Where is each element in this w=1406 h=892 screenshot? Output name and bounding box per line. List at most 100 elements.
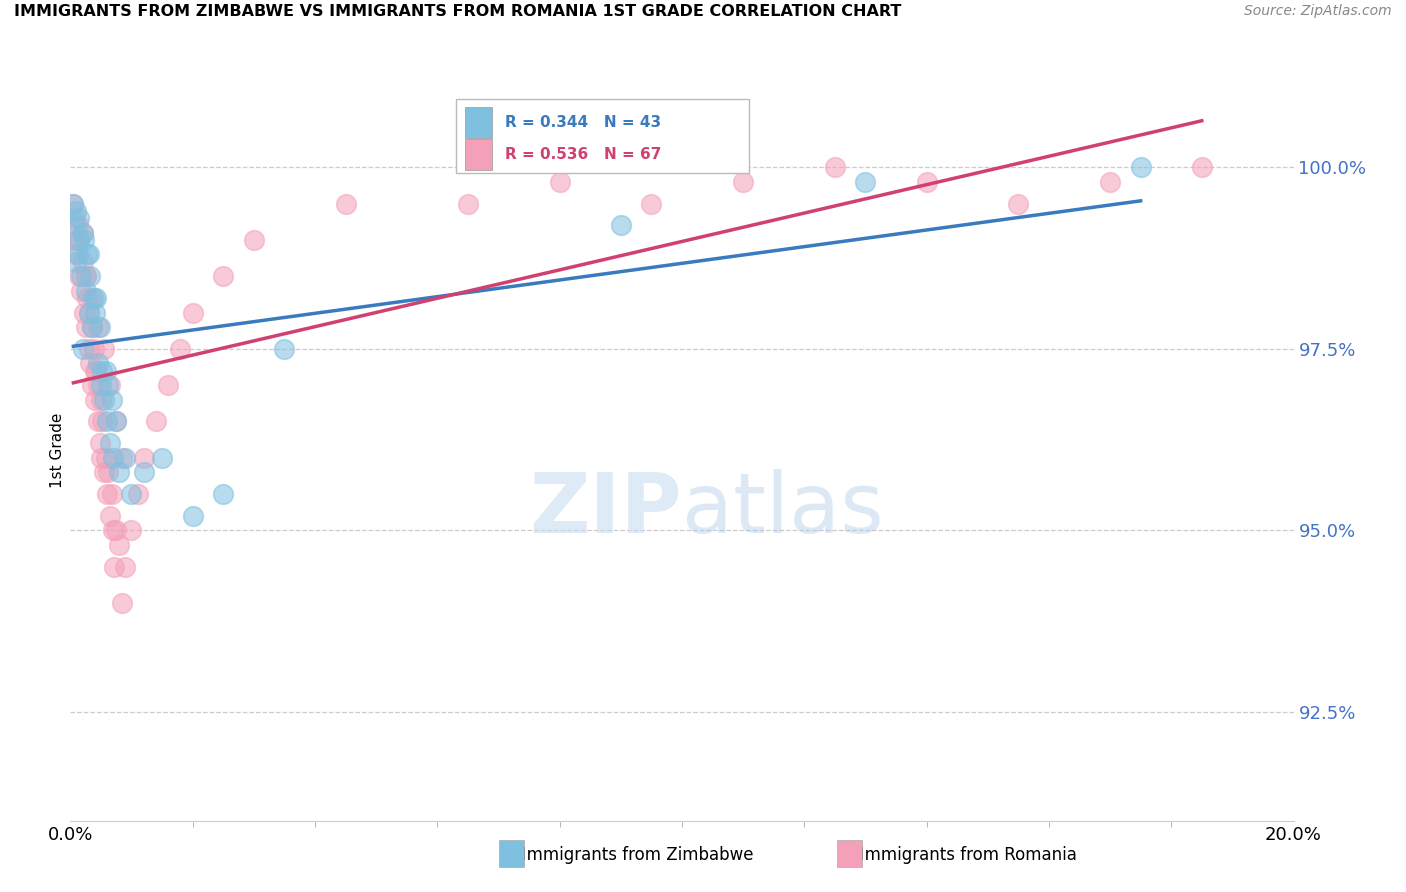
Point: [105, 414, 128, 428]
Point: [121, 524, 143, 538]
Point: [72, 226, 94, 240]
Point: [91, 414, 114, 428]
FancyBboxPatch shape: [456, 99, 749, 173]
Point: [93, 392, 115, 407]
Point: [93, 342, 115, 356]
Point: [87, 356, 110, 370]
Point: [103, 559, 125, 574]
Point: [70, 269, 93, 284]
Point: [243, 233, 266, 247]
Point: [548, 175, 571, 189]
Point: [93, 465, 115, 479]
Point: [69, 233, 91, 247]
Point: [101, 524, 124, 538]
Point: [75, 269, 97, 284]
Point: [132, 450, 155, 465]
Point: [84, 363, 107, 377]
Point: [83, 305, 105, 319]
Point: [1129, 161, 1152, 175]
Point: [63, 211, 86, 226]
Point: [96, 487, 118, 501]
Point: [73, 233, 96, 247]
Point: [114, 559, 136, 574]
Point: [87, 414, 110, 428]
Text: R = 0.344   N = 43: R = 0.344 N = 43: [505, 115, 661, 130]
Point: [212, 487, 235, 501]
Point: [69, 269, 91, 284]
Point: [610, 219, 633, 233]
Point: [181, 305, 204, 319]
Point: [83, 363, 105, 377]
Text: R = 0.536   N = 67: R = 0.536 N = 67: [505, 147, 661, 161]
Point: [65, 254, 87, 268]
Point: [105, 524, 128, 538]
Point: [72, 342, 94, 356]
Point: [65, 233, 87, 247]
Point: [90, 378, 112, 392]
Point: [114, 450, 136, 465]
Point: [101, 392, 124, 407]
Point: [98, 436, 121, 450]
Text: atlas: atlas: [682, 469, 883, 550]
Point: [84, 291, 107, 305]
Point: [72, 226, 94, 240]
Point: [70, 284, 93, 298]
Point: [76, 247, 98, 261]
Y-axis label: 1st Grade: 1st Grade: [49, 413, 65, 488]
Point: [640, 196, 662, 211]
Point: [97, 465, 120, 479]
Point: [855, 175, 877, 189]
Point: [76, 291, 98, 305]
FancyBboxPatch shape: [465, 107, 492, 138]
Point: [111, 450, 134, 465]
Point: [65, 247, 87, 261]
Point: [73, 305, 96, 319]
Point: [157, 378, 180, 392]
Point: [77, 305, 100, 319]
Point: [80, 320, 103, 334]
Point: [98, 508, 121, 523]
Text: Immigrants from Romania: Immigrants from Romania: [844, 846, 1077, 863]
Point: [77, 247, 100, 261]
Point: [121, 487, 143, 501]
Point: [79, 269, 101, 284]
Point: [80, 378, 103, 392]
Point: [62, 196, 84, 211]
Point: [132, 465, 155, 479]
Point: [72, 254, 94, 268]
Point: [66, 247, 89, 261]
Point: [62, 196, 84, 211]
Point: [101, 450, 124, 465]
Point: [212, 269, 235, 284]
Point: [91, 363, 114, 377]
Point: [273, 342, 295, 356]
Point: [80, 320, 103, 334]
Point: [94, 450, 117, 465]
Point: [105, 414, 128, 428]
Text: IMMIGRANTS FROM ZIMBABWE VS IMMIGRANTS FROM ROMANIA 1ST GRADE CORRELATION CHART: IMMIGRANTS FROM ZIMBABWE VS IMMIGRANTS F…: [14, 4, 901, 20]
Point: [824, 161, 846, 175]
Point: [83, 342, 105, 356]
Point: [87, 320, 110, 334]
Point: [83, 392, 105, 407]
Point: [94, 363, 117, 377]
Point: [915, 175, 938, 189]
Point: [181, 508, 204, 523]
Point: [77, 305, 100, 319]
Point: [1007, 196, 1029, 211]
FancyBboxPatch shape: [465, 139, 492, 169]
Point: [80, 291, 103, 305]
Point: [457, 196, 479, 211]
Point: [75, 320, 97, 334]
Point: [87, 378, 110, 392]
Point: [69, 233, 91, 247]
Point: [69, 211, 91, 226]
Point: [89, 436, 111, 450]
Point: [731, 175, 754, 189]
Point: [1191, 161, 1213, 175]
Point: [89, 320, 111, 334]
Point: [127, 487, 149, 501]
Point: [335, 196, 357, 211]
Point: [83, 291, 105, 305]
Point: [145, 414, 167, 428]
